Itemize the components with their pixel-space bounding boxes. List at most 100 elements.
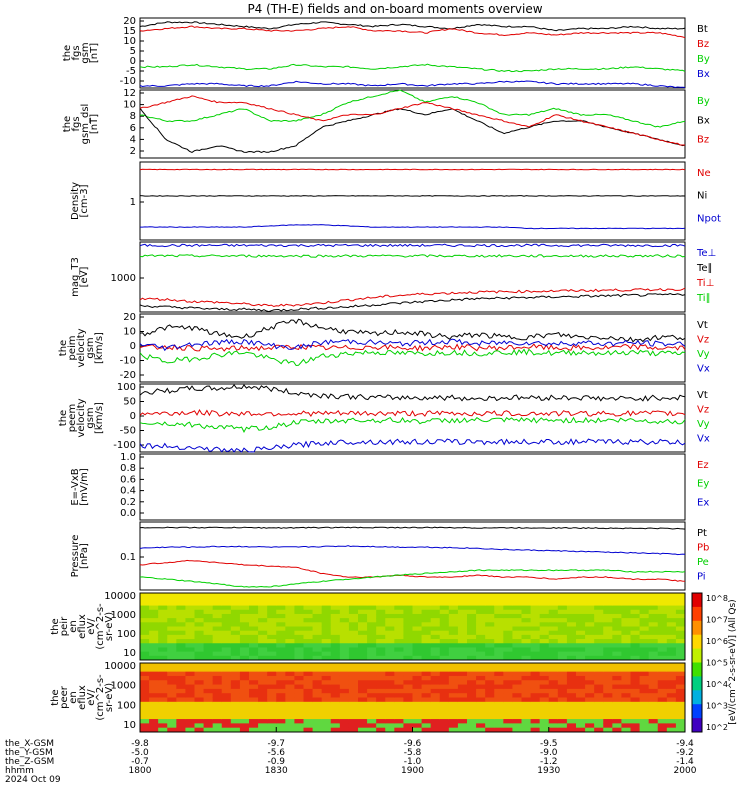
heatmap-cell: [367, 651, 377, 657]
heatmap-cell: [639, 601, 650, 607]
heatmap-cell: [140, 675, 150, 681]
heatmap-cell: [467, 723, 477, 729]
heatmap-cell: [494, 597, 504, 602]
heatmap-cell: [585, 667, 595, 673]
heatmap-cell: [194, 684, 205, 690]
heatmap-cell: [330, 651, 341, 657]
heatmap-cell: [394, 688, 404, 694]
heatmap-cell: [585, 719, 595, 724]
heatmap-cell: [439, 723, 450, 729]
heatmap-cell: [548, 605, 559, 611]
colorbar-segment: [692, 593, 702, 608]
heatmap-cell: [167, 693, 177, 698]
heatmap-cell: [203, 626, 214, 632]
heatmap-cell: [430, 723, 441, 729]
heatmap-cell: [412, 597, 423, 602]
heatmap-cell: [594, 601, 604, 607]
heatmap-cell: [539, 613, 550, 619]
heatmap-cell: [276, 634, 286, 640]
heatmap-cell: [621, 597, 631, 602]
heatmap-cell: [612, 697, 622, 703]
heatmap-cell: [385, 622, 395, 627]
heatmap-cell: [312, 688, 323, 694]
heatmap-cell: [630, 643, 641, 648]
panel-frame: [139, 241, 686, 313]
heatmap-cell: [167, 630, 177, 636]
heatmap-cell: [212, 675, 223, 681]
heatmap-cell: [603, 706, 613, 711]
heatmap-cell: [675, 701, 686, 707]
heatmap-cell: [557, 710, 568, 716]
heatmap-cell: [285, 667, 295, 673]
heatmap-cell: [267, 618, 277, 623]
y-axis-label: sr-eV): [104, 612, 115, 641]
heatmap-cell: [185, 622, 195, 627]
heatmap-cell: [512, 684, 522, 690]
heatmap-cell: [657, 605, 668, 611]
heatmap-cell: [321, 710, 332, 716]
heatmap-cell: [367, 593, 377, 598]
heatmap-cell: [666, 618, 677, 623]
heatmap-cell: [421, 601, 432, 607]
colorbar-segment: [692, 718, 702, 733]
heatmap-cell: [140, 706, 150, 711]
heatmap-cell: [267, 643, 277, 648]
heatmap-cell: [467, 680, 477, 686]
heatmap-cell: [140, 714, 150, 720]
x-tick-label: 1930: [537, 766, 560, 776]
heatmap-cell: [249, 675, 259, 681]
series-line-Ne: [139, 168, 686, 171]
heatmap-cell: [530, 626, 541, 632]
heatmap-cell: [249, 697, 259, 703]
heatmap-cell: [194, 630, 205, 636]
heatmap-cell: [185, 684, 195, 690]
heatmap-cell: [294, 605, 304, 611]
heatmap-cell: [348, 651, 359, 657]
heatmap-cell: [212, 671, 223, 677]
heatmap-cell: [548, 684, 559, 690]
heatmap-cell: [457, 688, 468, 694]
heatmap-cell: [476, 613, 486, 619]
y-tick-label: 0.0: [120, 508, 136, 519]
heatmap-cell: [358, 651, 368, 657]
heatmap-cell: [221, 706, 232, 711]
heatmap-cell: [675, 639, 686, 644]
heatmap-cell: [303, 710, 314, 716]
heatmap-cell: [140, 655, 150, 661]
heatmap-cell: [621, 680, 631, 686]
heatmap-cell: [539, 597, 550, 602]
heatmap-cell: [494, 639, 504, 644]
heatmap-cell: [585, 622, 595, 627]
heatmap-cell: [276, 693, 286, 698]
heatmap-cell: [221, 697, 232, 703]
heatmap-cell: [612, 618, 622, 623]
heatmap-cell: [412, 643, 423, 648]
heatmap-cell: [594, 655, 604, 661]
heatmap-cell: [403, 723, 413, 729]
heatmap-cell: [358, 701, 368, 707]
heatmap-cell: [303, 675, 314, 681]
heatmap-cell: [566, 655, 577, 661]
heatmap-cell: [176, 727, 186, 733]
heatmap-cell: [648, 684, 659, 690]
heatmap-cell: [403, 609, 413, 615]
heatmap-cell: [557, 667, 568, 673]
heatmap-cell: [403, 593, 413, 598]
heatmap-cell: [467, 714, 477, 720]
heatmap-cell: [530, 697, 541, 703]
heatmap-cell: [339, 667, 350, 673]
heatmap-cell: [457, 622, 468, 627]
heatmap-cell: [621, 697, 631, 703]
heatmap-cell: [158, 710, 168, 716]
heatmap-cell: [576, 688, 586, 694]
heatmap-cell: [140, 626, 150, 632]
heatmap-cell: [358, 680, 368, 686]
heatmap-cell: [621, 684, 631, 690]
heatmap-cell: [394, 613, 404, 619]
heatmap-cell: [230, 643, 241, 648]
heatmap-cell: [312, 684, 323, 690]
y-tick-label: 1000: [111, 610, 136, 621]
heatmap-cell: [548, 618, 559, 623]
heatmap-cell: [203, 727, 214, 733]
x-row-label: the_Z-GSM: [5, 757, 54, 767]
